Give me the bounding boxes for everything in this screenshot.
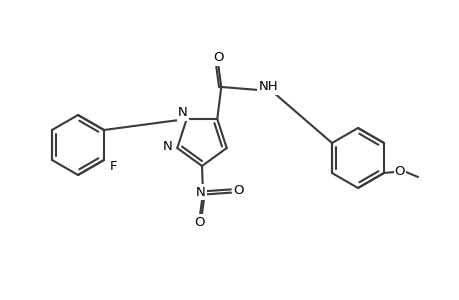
Text: N: N bbox=[196, 185, 206, 199]
Text: O: O bbox=[194, 215, 205, 229]
Text: N: N bbox=[178, 106, 187, 119]
Text: NH: NH bbox=[258, 80, 278, 94]
Text: O: O bbox=[213, 52, 223, 64]
Text: F: F bbox=[110, 160, 118, 172]
Text: N: N bbox=[162, 140, 172, 152]
Text: O: O bbox=[233, 184, 244, 196]
Text: O: O bbox=[394, 164, 404, 178]
